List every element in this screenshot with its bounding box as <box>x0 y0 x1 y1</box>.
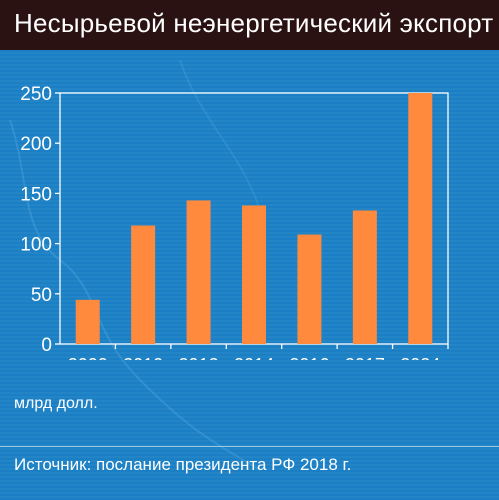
y-tick-label: 200 <box>20 134 52 155</box>
y-tick-label: 150 <box>20 184 52 205</box>
unit-label: млрд долл. <box>14 395 98 412</box>
bar-2012 <box>186 200 211 344</box>
bar-2016 <box>297 234 322 344</box>
x-tick-label: 2000 <box>68 355 108 360</box>
y-tick-label: 0 <box>41 335 52 356</box>
x-tick-label: 2016 <box>289 355 329 360</box>
source-note: Источник: послание президента РФ 2018 г. <box>14 455 352 474</box>
y-tick-label: 50 <box>31 285 52 306</box>
x-tick-label: 2014 <box>234 355 274 360</box>
bar-chart: 0 50 100 150 200 250 2000 2010 2012 2014 2016 2017 2… <box>20 84 449 360</box>
chart-title: Несырьевой неэнергетический экспорт <box>14 8 494 38</box>
x-tick-label: 2017 <box>345 355 385 360</box>
bar-2024 <box>408 93 433 344</box>
title-bar: Несырьевой неэнергетический экспорт <box>0 0 499 50</box>
footer-divider <box>0 446 499 447</box>
bar-2014 <box>242 205 266 344</box>
bar-2017 <box>352 210 377 344</box>
bar-2010 <box>131 225 156 344</box>
y-tick-label: 100 <box>20 235 52 256</box>
y-tick-label: 250 <box>20 84 52 105</box>
bar-2000 <box>75 299 100 344</box>
x-tick-label: 2012 <box>179 355 219 360</box>
x-tick-label: 2024 <box>400 355 440 360</box>
x-tick-label: 2010 <box>123 355 163 360</box>
